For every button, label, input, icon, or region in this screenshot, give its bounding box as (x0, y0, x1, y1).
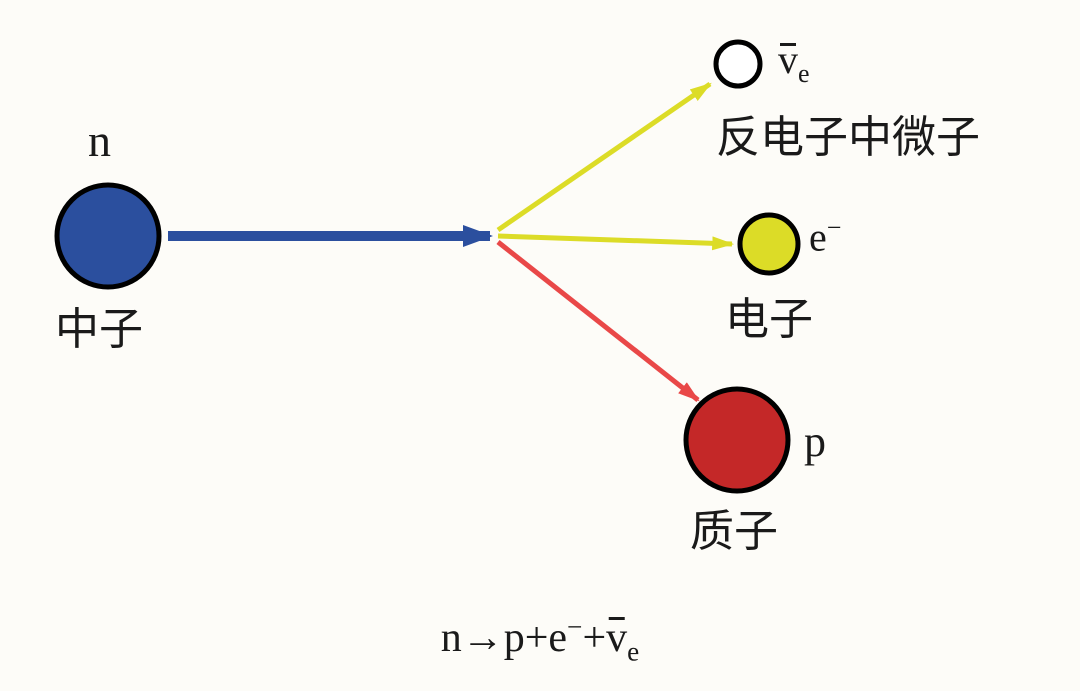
electron-circle (740, 215, 798, 273)
arrow-to_antineutrino (498, 84, 710, 230)
neutron-circle (57, 185, 159, 287)
diagram-svg (0, 0, 1080, 686)
arrow-to_electron (498, 236, 732, 244)
neutron-name: 中子 (55, 308, 143, 352)
neutron-symbol: n (88, 118, 111, 164)
arrow-to_proton (498, 242, 698, 400)
decay-equation: n→p+e−+ve (441, 612, 640, 667)
electron-name: 电子 (725, 298, 813, 342)
antineutrino-circle (716, 42, 760, 86)
proton-name: 质子 (690, 510, 778, 554)
proton-symbol: p (804, 420, 826, 464)
beta-decay-diagram: n 中子 ve 反电子中微子 e− 电子 p 质子 n→p+e−+ve (0, 0, 1080, 686)
antineutrino-name: 反电子中微子 (716, 116, 980, 160)
proton-circle (686, 389, 788, 491)
electron-symbol: e− (809, 215, 841, 257)
antineutrino-symbol: ve (778, 40, 810, 87)
